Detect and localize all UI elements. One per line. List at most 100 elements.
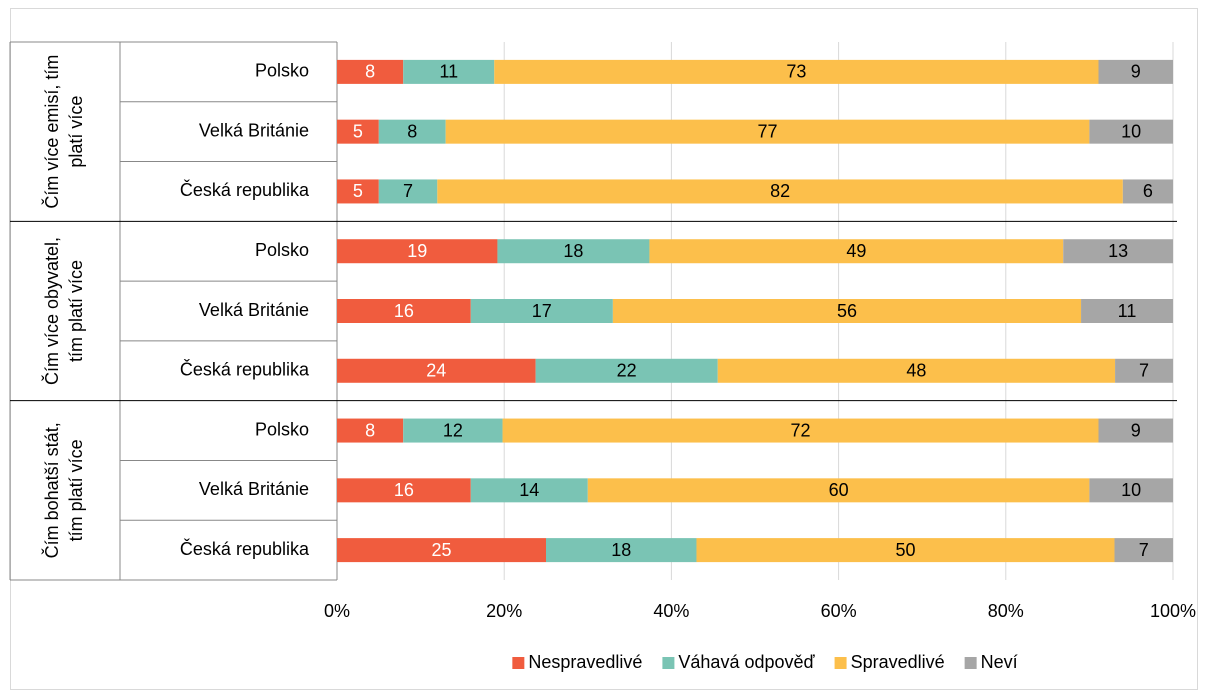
y-tick-label: Velká Británie [199,300,309,320]
group-label: Čím více emisí, tím platí více [41,55,86,209]
bar-segment [445,119,1090,144]
legend-label: Nespravedlivé [528,652,642,672]
bar-segment [437,179,1123,204]
bar-segment [337,59,404,84]
bar-segment [1063,239,1173,264]
data-label: 22 [617,361,637,381]
bar-segment [1122,179,1173,204]
bar-segment [1089,119,1173,144]
data-label: 6 [1143,181,1153,201]
x-tick-label: 40% [653,601,689,621]
chart-border [10,8,1198,690]
bar-segment [1098,59,1173,84]
data-label: 11 [439,62,458,82]
bar-segment [1081,299,1173,323]
bar-segment [535,358,718,383]
bar-segment [337,239,498,264]
bar-segment [337,358,536,383]
bar-segment [403,418,503,443]
x-tick-label: 60% [821,601,857,621]
bar-segment [612,299,1082,323]
bar-segment [403,59,495,84]
bar-segment [378,119,446,144]
group-label: Čím více obyvatel, tím platí více [41,237,86,385]
legend-swatch [834,657,847,669]
bar-segment [1089,478,1173,503]
data-label: 24 [426,361,446,381]
data-label: 16 [394,480,414,500]
data-label: 8 [407,121,417,141]
data-label: 7 [1139,361,1149,381]
x-tick-label: 20% [486,601,522,621]
data-label: 60 [829,480,849,500]
bar-segment [470,299,613,323]
y-tick-label: Velká Británie [199,479,309,499]
bar-segment [470,478,588,503]
data-label: 11 [1118,301,1137,321]
bar-segment [1115,358,1173,383]
legend-label: Neví [981,652,1018,672]
bar-segment [1114,538,1173,563]
data-label: 5 [353,121,363,141]
bar-segment [1098,418,1173,443]
data-label: 7 [403,181,413,201]
y-tick-label: Polsko [255,61,309,81]
data-label: 77 [758,121,778,141]
legend-swatch [964,657,977,669]
bar-segment [337,119,379,144]
data-label: 13 [1108,241,1128,261]
data-label: 73 [786,62,806,82]
y-tick-label: Česká republika [180,179,310,200]
bar-segment [337,478,471,503]
bar-segment [696,538,1115,563]
bar-segment [546,538,697,563]
bar-segment [337,179,379,204]
bar-segment [378,179,438,204]
data-label: 14 [519,480,539,500]
data-label: 9 [1131,62,1141,82]
bar-segment [587,478,1090,503]
data-label: 9 [1131,420,1141,440]
data-label: 8 [365,420,375,440]
bar-segment [497,239,650,264]
y-tick-label: Česká republika [180,538,310,559]
data-label: 50 [895,540,915,560]
data-label: 18 [563,241,583,261]
legend-label: Spravedlivé [851,652,945,672]
data-label: 12 [443,420,463,440]
legend-swatch [512,657,525,669]
data-label: 49 [846,241,866,261]
y-tick-label: Velká Británie [199,120,309,140]
data-label: 16 [394,301,414,321]
bar-segment [337,299,471,323]
bar-segment [494,59,1099,84]
data-label: 82 [770,181,790,201]
data-label: 5 [353,181,363,201]
group-label: Čím bohatší stát, tím platí více [41,422,86,558]
bar-segment [717,358,1116,383]
data-label: 17 [532,301,552,321]
legend-swatch [662,657,675,669]
y-tick-label: Polsko [255,419,309,439]
y-tick-label: Česká republika [180,359,310,380]
data-label: 56 [837,301,857,321]
x-tick-label: 0% [324,601,350,621]
data-label: 10 [1121,480,1141,500]
bar-segment [649,239,1064,264]
data-label: 18 [611,540,631,560]
x-tick-label: 80% [988,601,1024,621]
data-label: 10 [1121,121,1141,141]
bar-segment [502,418,1099,443]
data-label: 48 [906,361,926,381]
data-label: 8 [365,62,375,82]
x-tick-label: 100% [1150,601,1196,621]
data-label: 72 [791,420,811,440]
data-label: 19 [407,241,427,261]
data-label: 7 [1139,540,1149,560]
legend-label: Váhavá odpověď [678,652,815,672]
y-tick-label: Polsko [255,240,309,260]
bar-segment [337,538,546,563]
bar-segment [337,418,404,443]
data-label: 25 [431,540,451,560]
